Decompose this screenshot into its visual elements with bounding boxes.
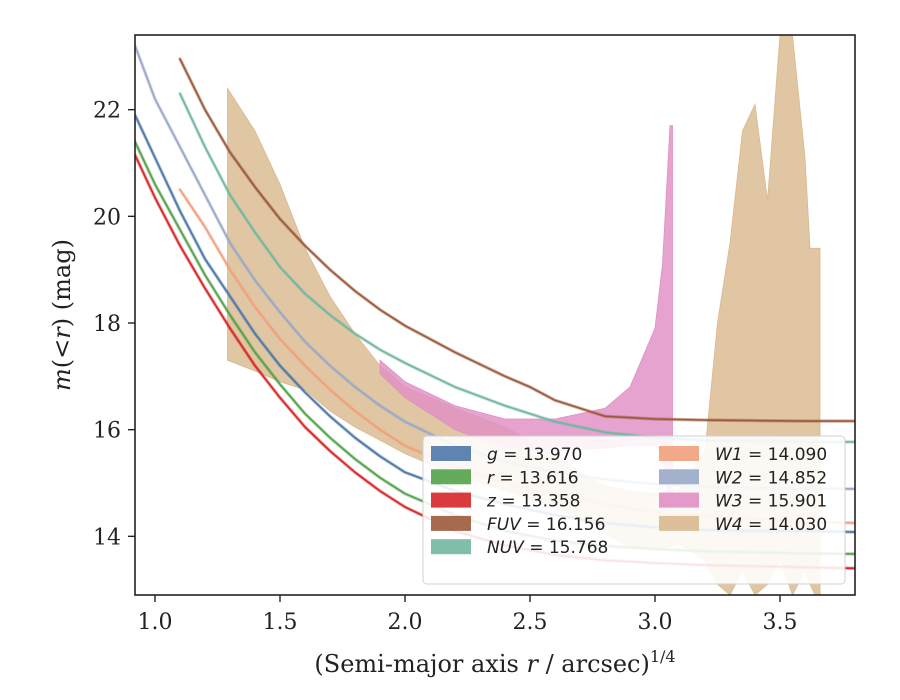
- legend-label-value: = 14.090: [743, 445, 828, 465]
- legend-item-w3: W3 = 15.901: [659, 492, 827, 512]
- x-axis: 1.0 1.5 2.0 2.5 3.0 3.5: [138, 595, 798, 635]
- legend-label: z = 13.358: [486, 492, 580, 512]
- x-axis-title-rest: / arcsec): [538, 650, 650, 678]
- legend-label: g = 13.970: [487, 445, 582, 465]
- legend-label: W3 = 15.901: [715, 492, 827, 512]
- y-tick-label: 20: [93, 205, 121, 230]
- y-axis-title-unit: (mag): [48, 239, 76, 318]
- legend-label-var: W3: [715, 492, 743, 512]
- y-tick-label: 22: [93, 99, 121, 124]
- y-axis-title-r: r: [48, 326, 76, 339]
- legend-item-w4: W4 = 14.030: [659, 515, 827, 535]
- legend-label-value: = 14.852: [743, 468, 828, 488]
- legend-label-var: W2: [715, 468, 743, 488]
- legend-label-value: = 14.030: [743, 515, 828, 535]
- y-axis-title-paren: (<: [48, 339, 76, 368]
- legend-item-z: z = 13.358: [431, 492, 580, 512]
- y-axis-title: m(<r) (mag): [48, 239, 76, 391]
- legend-frame: [422, 435, 846, 585]
- y-axis: 14 16 18 20 22: [93, 99, 135, 550]
- legend-swatch: [431, 469, 471, 485]
- y-tick-label: 14: [93, 525, 121, 550]
- legend-swatch: [659, 469, 699, 485]
- legend-label: W4 = 14.030: [715, 515, 827, 535]
- legend-label-var: r: [487, 468, 495, 488]
- legend-item-w1: W1 = 14.090: [659, 445, 827, 465]
- x-axis-title: (Semi-major axis r / arcsec)1/4: [314, 647, 675, 678]
- legend-label: FUV = 16.156: [487, 515, 605, 535]
- legend-label-var: W1: [715, 445, 743, 465]
- legend-label-var: z: [486, 492, 497, 512]
- x-tick-label: 1.5: [263, 610, 298, 635]
- x-tick-label: 3.5: [763, 610, 798, 635]
- series-fuv-line: [179, 58, 855, 422]
- legend-label-value: = 15.768: [524, 538, 609, 558]
- legend-label: W1 = 14.090: [715, 445, 827, 465]
- y-tick-label: 18: [93, 312, 121, 337]
- legend-label: NUV = 15.768: [487, 538, 608, 558]
- legend-item-r: r = 13.616: [431, 468, 579, 488]
- x-axis-title-sup: 1/4: [650, 647, 676, 666]
- legend-label-value: = 15.901: [743, 492, 828, 512]
- x-tick-label: 3.0: [638, 610, 673, 635]
- x-tick-label: 2.5: [513, 610, 548, 635]
- legend-item-fuv: FUV = 16.156: [431, 515, 605, 535]
- legend-swatch: [431, 515, 471, 531]
- legend-item-g: g = 13.970: [431, 445, 582, 465]
- y-axis-title-close: ): [48, 318, 76, 327]
- legend-swatch: [431, 492, 471, 508]
- legend-label-value: = 16.156: [521, 515, 606, 535]
- legend-label: W2 = 14.852: [715, 468, 827, 488]
- legend-label-var: g: [487, 445, 498, 465]
- legend-label-value: = 13.970: [498, 445, 583, 465]
- legend-item-w2: W2 = 14.852: [659, 468, 827, 488]
- legend-label-var: NUV: [487, 538, 525, 558]
- legend-label-value: = 13.358: [496, 492, 581, 512]
- legend-swatch: [431, 446, 471, 461]
- legend-label-var: FUV: [487, 515, 522, 535]
- x-axis-title-var: r: [526, 650, 539, 678]
- legend-item-nuv: NUV = 15.768: [431, 538, 608, 558]
- legend-swatch: [659, 446, 699, 461]
- legend-swatch: [659, 492, 699, 508]
- legend-swatch: [659, 515, 699, 531]
- y-axis-title-m: m: [48, 368, 76, 391]
- x-tick-label: 1.0: [138, 610, 173, 635]
- legend-label-value: = 13.616: [494, 468, 579, 488]
- legend-label-var: W4: [715, 515, 743, 535]
- legend-swatch: [431, 539, 471, 555]
- x-tick-label: 2.0: [388, 610, 423, 635]
- legend-label: r = 13.616: [487, 468, 579, 488]
- y-tick-label: 16: [93, 419, 121, 444]
- plot-frame: [134, 34, 856, 596]
- x-axis-title-main: (Semi-major axis: [314, 650, 526, 678]
